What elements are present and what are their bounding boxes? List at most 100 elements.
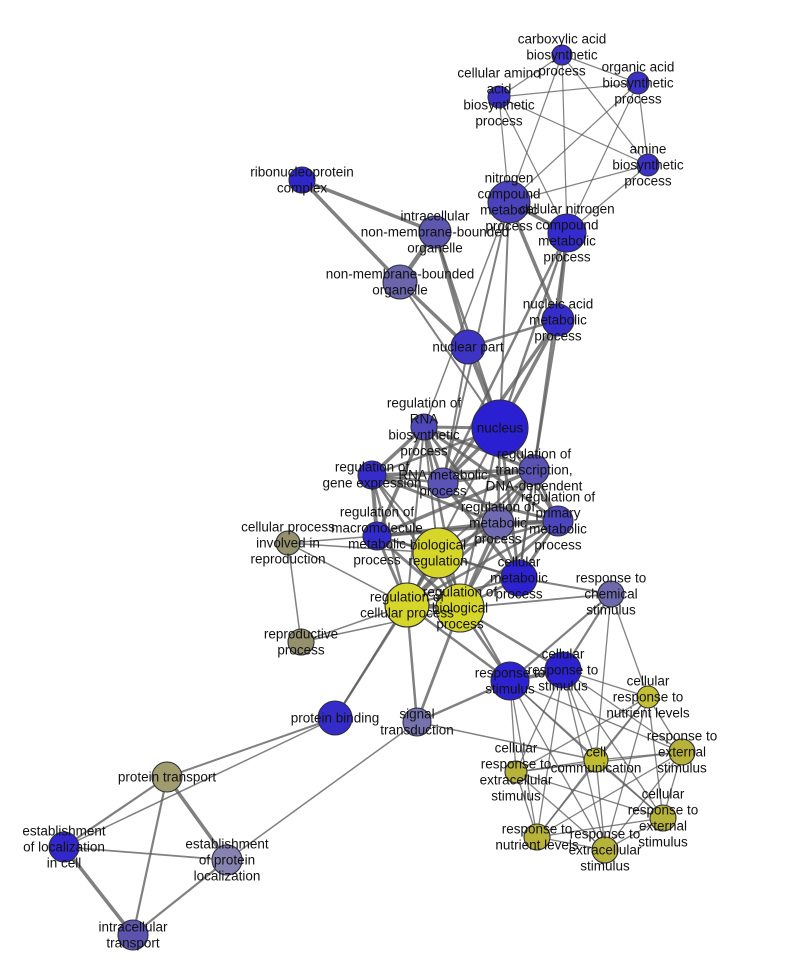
label-cellular-response-to-nutrient-levels: cellular response to nutrient levels (606, 674, 690, 721)
label-protein-transport: protein transport (118, 770, 217, 785)
label-reproductive-process: reproductive process (264, 627, 338, 658)
edge-response-to-chemical-stimulus--response-to-stimulus (508, 592, 613, 683)
label-cellular-process-involved-in-reproduction: cellular process involved in reproduction (241, 520, 335, 567)
node-regulation-of-metabolic-process[interactable] (481, 506, 515, 540)
edge-establishment-of-localization-in-cell--establishment-of-protein-localization (63, 846, 228, 861)
label-nuclear-part: nuclear part (432, 340, 504, 355)
label-response-to-stimulus: response to stimulus (475, 666, 546, 697)
node-cellular-process-involved-in-reproduction[interactable] (275, 530, 301, 556)
node-ribonucleoprotein-complex[interactable] (288, 166, 316, 194)
edge-cell-communication--cellular-response-to-extracellular-stimulus (515, 759, 597, 773)
label-cellular-nitrogen-compound-metabolic-process: cellular nitrogen compound metabolic proces… (519, 202, 614, 265)
node-regulation-of-transcription-dna-dependent[interactable] (518, 454, 550, 486)
edge-protein-transport--establishment-of-protein-localization (165, 775, 229, 862)
label-nitrogen-compound-metabolic-process: nitrogen compound metabolic process (477, 171, 540, 234)
node-cellular-amino-acid-biosynthetic-process[interactable] (487, 85, 511, 109)
node-carboxylic-acid-biosynthetic-process[interactable] (551, 44, 573, 66)
edge-cellular-response-to-nutrient-levels--cellular-response-to-external-stimulus (647, 696, 664, 819)
edge-response-to-chemical-stimulus--cell-communication (595, 593, 612, 761)
node-nitrogen-compound-metabolic-process[interactable] (487, 180, 531, 224)
node-rna-metabolic-process[interactable] (427, 467, 459, 499)
label-intracellular-transport: intracellular transport (98, 920, 168, 951)
edge-establishment-of-protein-localization--intracellular-transport (131, 858, 229, 937)
label-cell-communication: cell communication (551, 745, 642, 776)
edge-establishment-of-localization-in-cell--intracellular-transport (62, 845, 135, 937)
label-response-to-external-stimulus: response to external stimulus (647, 729, 718, 776)
node-response-to-chemical-stimulus[interactable] (597, 580, 625, 608)
node-establishment-of-protein-localization[interactable] (211, 844, 243, 876)
node-protein-transport[interactable] (151, 761, 183, 793)
edge-amine-biosynthetic-process--nitrogen-compound-metabolic-process (508, 164, 649, 203)
edge-rna-metabolic-process--nuclear-part (442, 346, 469, 484)
node-regulation-of-biological-process[interactable] (435, 583, 485, 633)
label-response-to-nutrient-levels: response to nutrient levels (495, 822, 579, 853)
edge-cell-communication--cellular-response-to-external-stimulus (595, 759, 664, 819)
node-regulation-of-primary-metabolic-process[interactable] (542, 505, 574, 537)
edge-cellular-response-to-stimulus--cellular-response-to-extracellular-stimulus (515, 669, 564, 773)
node-response-to-stimulus[interactable] (490, 661, 530, 701)
node-response-to-nutrient-levels[interactable] (523, 823, 551, 851)
node-cell-communication[interactable] (583, 747, 609, 773)
edge-response-to-chemical-stimulus--cellular-response-to-nutrient-levels (610, 593, 649, 698)
edge-carboxylic-acid-biosynthetic-process--nitrogen-compound-metabolic-process (508, 54, 563, 203)
label-cellular-amino-acid-biosynthetic-process: cellular amino acid biosynthetic process (457, 66, 540, 129)
label-rna-metabolic-process: RNA metabolic process (398, 468, 488, 499)
node-regulation-of-rna-biosynthetic-process[interactable] (410, 413, 438, 441)
label-cellular-response-to-stimulus: cellular response to stimulus (528, 647, 599, 694)
label-establishment-of-protein-localization: establishment of protein localization (185, 837, 269, 884)
label-nucleus: nucleus (477, 421, 524, 436)
edge-carboxylic-acid-biosynthetic-process--cellular-amino-acid-biosynthetic-process (498, 54, 563, 98)
node-organic-acid-biosynthetic-process[interactable] (626, 71, 650, 95)
edge-organic-acid-biosynthetic-process--amine-biosynthetic-process (637, 82, 649, 166)
label-regulation-of-macromolecule-metabolic-process: regulation of macromolecule metabolic proce… (331, 505, 423, 568)
node-cellular-metabolic-process[interactable] (500, 559, 538, 597)
edge-regulation-of-rna-biosynthetic-process--regulation-of-metabolic-process (422, 425, 500, 525)
node-cellular-response-to-stimulus[interactable] (544, 651, 582, 689)
edge-cellular-response-to-extracellular-stimulus--cellular-response-to-external-stimulus (515, 771, 664, 819)
node-nuclear-part[interactable] (450, 329, 486, 365)
node-response-to-external-stimulus[interactable] (668, 738, 696, 766)
node-establishment-of-localization-in-cell[interactable] (48, 831, 80, 863)
node-cellular-nitrogen-compound-metabolic-process[interactable] (547, 213, 587, 253)
node-biological-regulation[interactable] (412, 527, 464, 579)
node-cellular-response-to-external-stimulus[interactable] (649, 804, 677, 832)
label-regulation-of-cellular-process: regulation of cellular process (360, 590, 454, 621)
node-regulation-of-macromolecule-metabolic-process[interactable] (362, 521, 392, 551)
label-cellular-response-to-extracellular-stimulus: cellular response to extracellular stimulus (480, 741, 553, 804)
edge-signal-transduction--establishment-of-protein-localization (226, 721, 418, 861)
edge-regulation-of-rna-biosynthetic-process--regulation-of-transcription-dna-dependent (422, 425, 536, 472)
node-nucleus[interactable] (471, 399, 529, 457)
edge-protein-transport--establishment-of-localization-in-cell (62, 775, 169, 849)
edge-regulation-of-biological-process--reproductive-process (300, 607, 461, 643)
node-cellular-response-to-extracellular-stimulus[interactable] (504, 760, 528, 784)
edge-regulation-of-gene-expression--regulation-of-primary-metabolic-process (370, 473, 560, 523)
edge-cellular-response-to-extracellular-stimulus--response-to-extracellular-stimulus (515, 771, 606, 851)
label-signal-transduction: signal transduction (380, 707, 454, 738)
node-nucleic-acid-metabolic-process[interactable] (541, 303, 575, 337)
node-intracellular-non-membrane-bounded-organelle[interactable] (418, 215, 452, 249)
node-intracellular-transport[interactable] (117, 919, 149, 951)
label-carboxylic-acid-biosynthetic-process: carboxylic acid biosynthetic process (518, 32, 607, 79)
node-signal-transduction[interactable] (402, 707, 432, 737)
edge-regulation-of-primary-metabolic-process--regulation-of-cellular-process (405, 519, 560, 607)
label-biological-regulation: biological regulation (408, 538, 467, 569)
edge-cellular-response-to-nutrient-levels--response-to-extracellular-stimulus (604, 696, 649, 851)
edge-response-to-external-stimulus--response-to-nutrient-levels (536, 751, 683, 838)
node-amine-biosynthetic-process[interactable] (636, 153, 660, 177)
node-response-to-extracellular-stimulus[interactable] (591, 836, 619, 864)
node-regulation-of-gene-expression[interactable] (357, 460, 387, 490)
edge-regulation-of-rna-biosynthetic-process--regulation-of-primary-metabolic-process (422, 425, 560, 523)
label-nucleic-acid-metabolic-process: nucleic acid metabolic process (523, 297, 594, 344)
node-cellular-response-to-nutrient-levels[interactable] (636, 685, 660, 709)
node-regulation-of-cellular-process[interactable] (384, 582, 430, 628)
edge-organic-acid-biosynthetic-process--cellular-nitrogen-compound-metabolic-process (566, 82, 639, 234)
label-ribonucleoprotein-complex: ribonucleoprotein complex (250, 165, 354, 196)
node-non-membrane-bounded-organelle[interactable] (382, 264, 418, 300)
edge-cellular-amino-acid-biosynthetic-process--cellular-nitrogen-compound-metabolic-process (498, 96, 568, 234)
label-response-to-extracellular-stimulus: response to extracellular stimulus (569, 827, 642, 874)
node-protein-binding[interactable] (317, 700, 353, 736)
label-establishment-of-localization-in-cell: establishment of localization in cell (22, 824, 106, 871)
node-reproductive-process[interactable] (287, 628, 315, 656)
edge-carboxylic-acid-biosynthetic-process--organic-acid-biosynthetic-process (561, 54, 639, 84)
